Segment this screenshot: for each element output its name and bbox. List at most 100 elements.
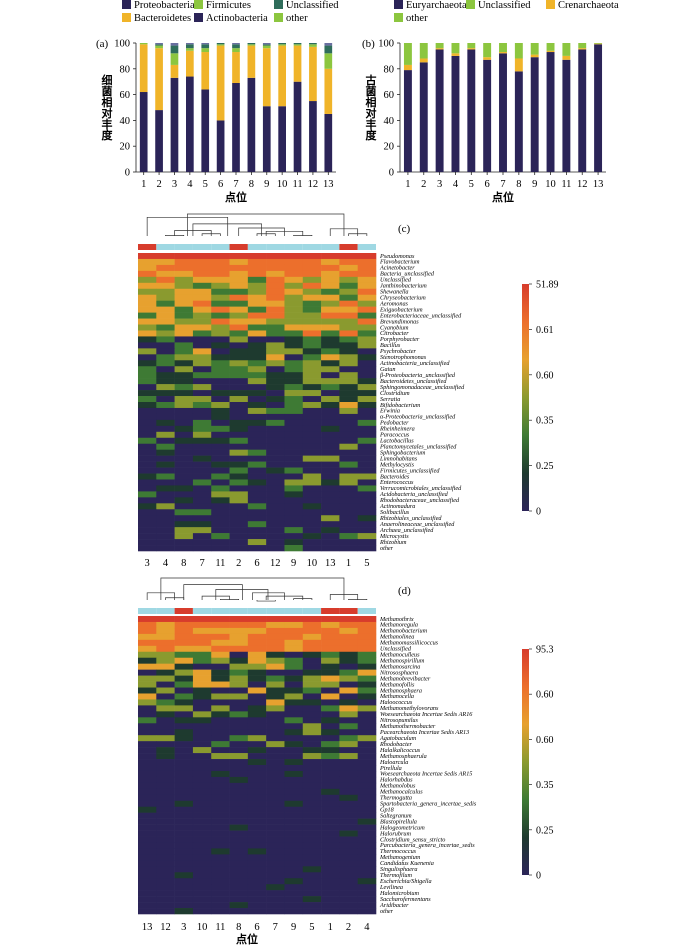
- heat-cell: [357, 872, 377, 879]
- heat-cell: [266, 276, 285, 284]
- heat-cell: [192, 723, 212, 730]
- heat-cell: [247, 645, 267, 653]
- heat-cell: [229, 896, 249, 903]
- heat-cell: [138, 621, 157, 629]
- heat-cell: [284, 336, 304, 343]
- heat-cell: [357, 342, 377, 349]
- heat-cell: [266, 836, 285, 843]
- bar-bacteroidetes-2: [155, 48, 163, 111]
- heat-cell: [302, 270, 322, 278]
- column-label: 7: [273, 922, 278, 933]
- row-label: Levilinea: [379, 884, 403, 891]
- heat-cell: [321, 669, 340, 676]
- heat-cell: [357, 776, 377, 784]
- bar-bacteroidetes-9: [262, 48, 271, 107]
- heat-cell: [357, 675, 377, 682]
- heat-cell: [156, 711, 175, 718]
- heat-cell: [138, 627, 157, 635]
- heat-cell: [174, 431, 194, 439]
- heat-cell: [302, 342, 322, 349]
- row-label: Methanocella: [379, 693, 414, 700]
- heat-cell: [138, 896, 157, 903]
- heat-cell: [321, 800, 340, 808]
- heat-cell: [192, 497, 212, 504]
- y-tick-label: 20: [384, 142, 395, 153]
- heat-cell: [357, 413, 377, 421]
- heat-cell: [321, 890, 340, 897]
- bar-crenarchaeota-2: [419, 58, 428, 63]
- heat-cell: [229, 533, 249, 540]
- heat-cell: [211, 759, 230, 766]
- heat-cell: [284, 545, 304, 552]
- bar-unclassified-4: [451, 43, 460, 54]
- heat-cell: [247, 848, 267, 855]
- heat-cell: [174, 491, 194, 498]
- heat-cell: [174, 812, 194, 819]
- heat-cell: [321, 639, 340, 647]
- bar-firmicutes-10: [278, 44, 286, 46]
- heat-cell: [357, 521, 377, 528]
- heat-cell: [357, 437, 377, 445]
- heat-cell: [247, 509, 267, 516]
- group-bar-cell: [284, 244, 303, 250]
- heat-cell: [266, 467, 285, 474]
- heat-cell: [229, 413, 249, 421]
- heat-cell: [266, 812, 285, 819]
- heat-cell: [138, 878, 157, 885]
- heat-cell: [211, 890, 230, 897]
- heat-cell: [302, 515, 322, 522]
- heat-cell: [339, 324, 358, 331]
- heat-cell: [247, 485, 267, 492]
- heat-cell: [302, 842, 322, 849]
- heat-cell: [302, 633, 322, 641]
- heat-cell: [247, 294, 267, 301]
- heat-cell: [174, 402, 194, 409]
- heat-cell: [192, 449, 212, 456]
- heat-cell: [302, 848, 322, 855]
- heat-cell: [192, 735, 212, 742]
- heat-cell: [357, 384, 377, 391]
- heat-cell: [321, 794, 340, 802]
- heat-cell: [357, 407, 377, 415]
- heat-cell: [339, 669, 358, 676]
- heat-cell: [192, 300, 212, 307]
- color-legend-bar: [522, 284, 529, 511]
- heat-cell: [321, 473, 340, 480]
- heat-cell: [138, 306, 157, 313]
- row-label: Anaerolineaceae_unclassified: [379, 521, 455, 528]
- heat-cell: [138, 485, 157, 492]
- heat-cell: [266, 759, 285, 766]
- heat-cell: [357, 848, 377, 855]
- bar-firmicutes-12: [309, 44, 317, 47]
- heat-cell: [302, 800, 322, 808]
- heat-cell: [266, 503, 285, 510]
- column-label: 8: [236, 922, 241, 933]
- heat-cell: [266, 443, 285, 450]
- heat-cell: [138, 533, 157, 540]
- heat-cell: [156, 545, 175, 552]
- heat-cell: [266, 645, 285, 653]
- heat-cell: [321, 753, 340, 760]
- heat-cell: [302, 645, 322, 653]
- heat-cell: [284, 479, 304, 486]
- row-label: Paracoccus: [379, 432, 410, 439]
- heat-cell: [247, 717, 267, 724]
- heat-cell: [302, 324, 322, 331]
- heat-cell: [247, 693, 267, 700]
- heat-cell: [266, 848, 285, 855]
- heat-cell: [302, 539, 322, 546]
- heat-cell: [156, 324, 175, 331]
- heat-cell: [357, 812, 377, 819]
- heat-cell: [192, 253, 212, 260]
- heat-cell: [339, 884, 358, 891]
- heat-cell: [211, 681, 230, 688]
- legend-tick-label: 0.60: [536, 735, 554, 746]
- heat-cell: [192, 711, 212, 718]
- heat-cell: [247, 854, 267, 861]
- heat-cell: [321, 747, 340, 754]
- heat-cell: [192, 539, 212, 546]
- heat-cell: [156, 639, 175, 647]
- heat-cell: [321, 657, 340, 664]
- heat-cell: [174, 663, 194, 670]
- heat-cell: [174, 425, 194, 433]
